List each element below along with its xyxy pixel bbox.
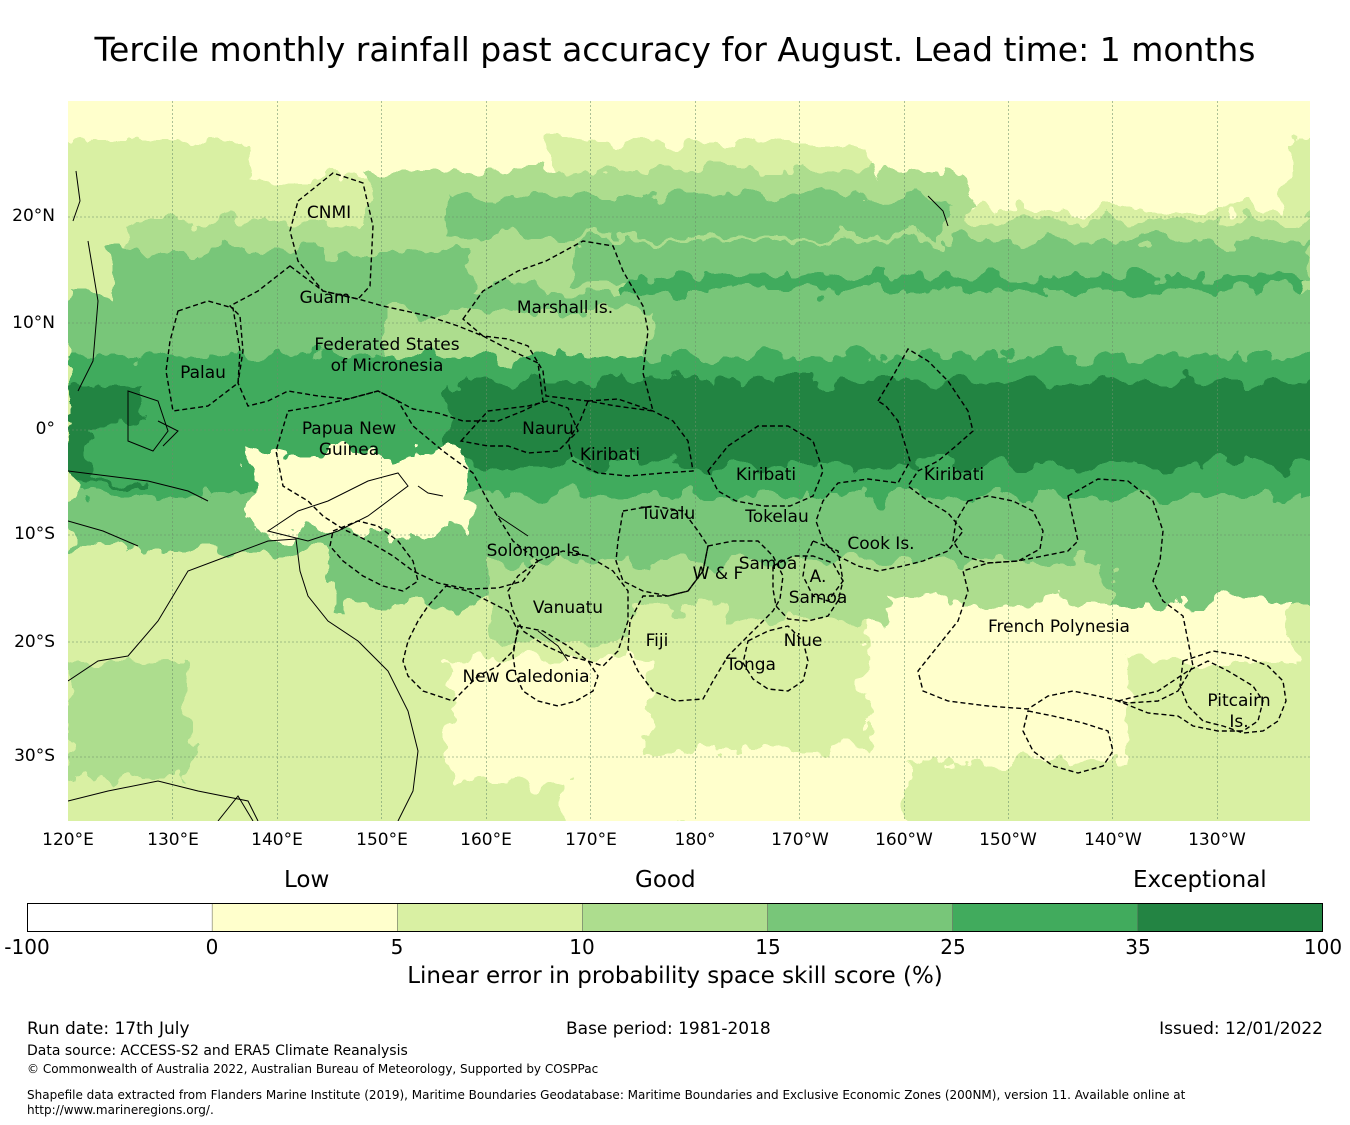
region-label-nauru: Nauru	[522, 419, 574, 439]
region-label-kiribati-w: Kiribati	[580, 445, 640, 465]
colorbar-cell	[952, 903, 1139, 932]
colorbar-cell	[1137, 903, 1323, 932]
issued-date: Issued: 12/01/2022	[1159, 1019, 1323, 1039]
region-label-tokelau: Tokelau	[744, 507, 809, 527]
lon-label: 160°W	[875, 830, 933, 850]
lat-label: 20°S	[14, 632, 55, 652]
graticule	[68, 101, 1310, 821]
colorbar-tick: 35	[1125, 935, 1151, 959]
region-label-cnmi: CNMI	[307, 203, 351, 223]
colorbar-title: Linear error in probability space skill …	[407, 963, 943, 989]
region-label-kiribati-e: Kiribati	[924, 465, 984, 485]
run-date: Run date: 17th July	[27, 1019, 190, 1039]
colorbar-tick: 0	[205, 935, 219, 959]
colorbar-cell	[767, 903, 954, 932]
skill-map: CNMI Guam Marshall Is. Federated States o…	[68, 101, 1310, 821]
region-label-solomon: Solomon Is.	[487, 541, 586, 561]
data-source: Data source: ACCESS-S2 and ERA5 Climate …	[27, 1043, 408, 1059]
region-label-cook: Cook Is.	[847, 534, 914, 554]
lon-label: 120°E	[42, 830, 94, 850]
shapefile-credit: Shapefile data extracted from Flanders M…	[27, 1088, 1186, 1102]
lat-label: 30°S	[14, 746, 55, 766]
base-period: Base period: 1981-2018	[566, 1019, 771, 1039]
lat-label: 0°	[35, 419, 55, 439]
region-label-fiji: Fiji	[646, 631, 669, 651]
region-label-newcal: New Caledonia	[462, 667, 589, 687]
colorbar-tick: -100	[4, 935, 50, 959]
lon-label: 170°W	[771, 830, 829, 850]
region-labels: CNMI Guam Marshall Is. Federated States o…	[180, 203, 1271, 732]
colorbar-cell	[211, 903, 399, 932]
legend-category-exceptional: Exceptional	[1133, 867, 1267, 893]
lon-label: 160°E	[460, 830, 512, 850]
eez-boundaries	[165, 172, 1287, 774]
coastlines	[68, 170, 949, 821]
colorbar-tick: 5	[390, 935, 404, 959]
colorbar	[27, 903, 1323, 932]
region-label-asamoa: A. Samoa	[789, 567, 848, 608]
region-label-palau: Palau	[180, 363, 226, 383]
region-label-niue: Niue	[784, 631, 823, 651]
region-label-frpoly: French Polynesia	[988, 617, 1130, 637]
copyright: © Commonwealth of Australia 2022, Austra…	[27, 1062, 599, 1076]
lon-label: 140°E	[251, 830, 303, 850]
region-label-tuvalu: Tuvalu	[640, 504, 696, 524]
lon-label: 130°W	[1188, 830, 1246, 850]
lat-label: 10°S	[14, 524, 55, 544]
region-label-guam: Guam	[300, 288, 351, 308]
region-label-marshall: Marshall Is.	[517, 298, 613, 318]
colorbar-cell	[27, 903, 213, 932]
chart-title: Tercile monthly rainfall past accuracy f…	[94, 30, 1256, 69]
skill-field	[68, 101, 1310, 821]
lat-label: 20°N	[12, 206, 55, 226]
lat-label: 10°N	[12, 313, 55, 333]
lon-label: 150°W	[979, 830, 1037, 850]
shapefile-url: http://www.marineregions.org/.	[27, 1103, 214, 1117]
region-label-png: Papua New Guinea	[302, 419, 396, 460]
colorbar-tick: 10	[569, 935, 595, 959]
lon-label: 170°E	[565, 830, 617, 850]
legend-category-good: Good	[635, 867, 696, 893]
lon-label: 180°	[674, 830, 716, 850]
region-label-fsm: Federated States of Micronesia	[314, 335, 459, 376]
region-label-pitcairn: Pitcairn Is.	[1207, 691, 1270, 732]
colorbar-cell	[397, 903, 584, 932]
lon-label: 140°W	[1084, 830, 1142, 850]
lon-label: 150°E	[356, 830, 408, 850]
region-label-tonga: Tonga	[725, 655, 776, 675]
region-label-samoa: Samoa	[739, 554, 798, 574]
lon-label: 130°E	[147, 830, 199, 850]
colorbar-tick: 15	[755, 935, 781, 959]
colorbar-tick: 25	[940, 935, 966, 959]
colorbar-cell	[582, 903, 769, 932]
region-label-kiribati-c: Kiribati	[736, 465, 796, 485]
region-label-wf: W & F	[693, 564, 744, 584]
legend-category-low: Low	[284, 867, 330, 893]
region-label-vanuatu: Vanuatu	[533, 598, 603, 618]
colorbar-tick: 100	[1303, 935, 1343, 959]
